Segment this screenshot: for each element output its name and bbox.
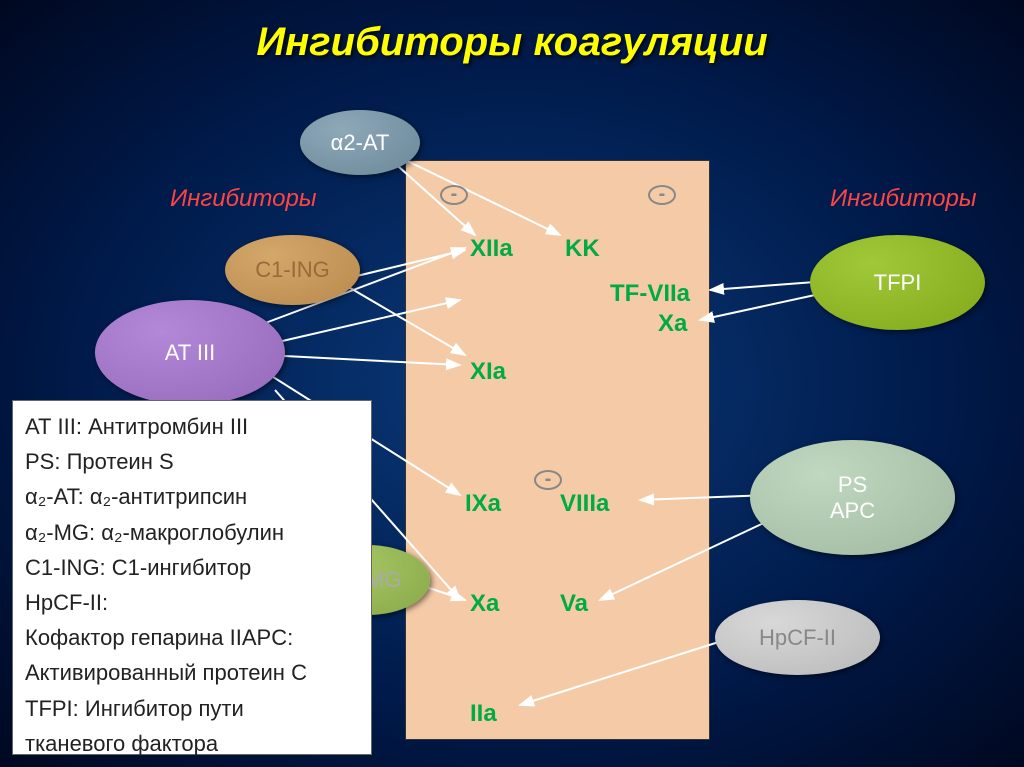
- legend-line: Кофактор гепарина IIAPC:: [25, 620, 359, 655]
- factor-label: TF-VIIa: [610, 280, 690, 308]
- factor-label: KK: [565, 235, 600, 263]
- legend-line: С1-ING: С1-ингибитор: [25, 550, 359, 585]
- inhibitor-c1ing: C1-ING: [225, 235, 360, 305]
- factor-label: Va: [560, 590, 588, 618]
- factor-label: XIIa: [470, 235, 513, 263]
- factors-panel: [405, 160, 710, 740]
- inhibitor-tfpi: TFPI: [810, 235, 985, 330]
- slide-title: Ингибиторы коагуляции: [256, 20, 767, 65]
- legend-line: АТ III: Антитромбин III: [25, 409, 359, 444]
- minus-icon: -: [534, 470, 562, 490]
- inhibitor-at3: AT III: [95, 300, 285, 405]
- legend-line: PS: Протеин S: [25, 444, 359, 479]
- minus-icon: -: [440, 185, 468, 205]
- legend-line: HpCF-II:: [25, 585, 359, 620]
- legend-line: α₂-AT: α₂-антитрипсин: [25, 479, 359, 514]
- legend-line: α₂-MG: α₂-макроглобулин: [25, 515, 359, 550]
- inhibitors-left-label: Ингибиторы: [170, 185, 316, 213]
- factor-label: Xa: [470, 590, 499, 618]
- factor-label: Xa: [658, 310, 687, 338]
- inhibitors-right-label: Ингибиторы: [830, 185, 976, 213]
- inhibitor-a2at: α2-AT: [300, 110, 420, 175]
- legend-line: Активированный протеин С: [25, 655, 359, 690]
- minus-icon: -: [648, 185, 676, 205]
- inhibitor-psapc: PS APC: [750, 440, 955, 555]
- factor-label: IXa: [465, 490, 501, 518]
- inhibitor-hpcf2: HpCF-II: [715, 600, 880, 675]
- factor-label: XIa: [470, 358, 506, 386]
- legend-line: тканевого фактора: [25, 726, 359, 761]
- factor-label: IIa: [470, 700, 497, 728]
- legend-box: АТ III: Антитромбин IIIPS: Протеин Sα₂-A…: [12, 400, 372, 755]
- legend-line: TFPI: Ингибитор пути: [25, 691, 359, 726]
- factor-label: VIIIa: [560, 490, 609, 518]
